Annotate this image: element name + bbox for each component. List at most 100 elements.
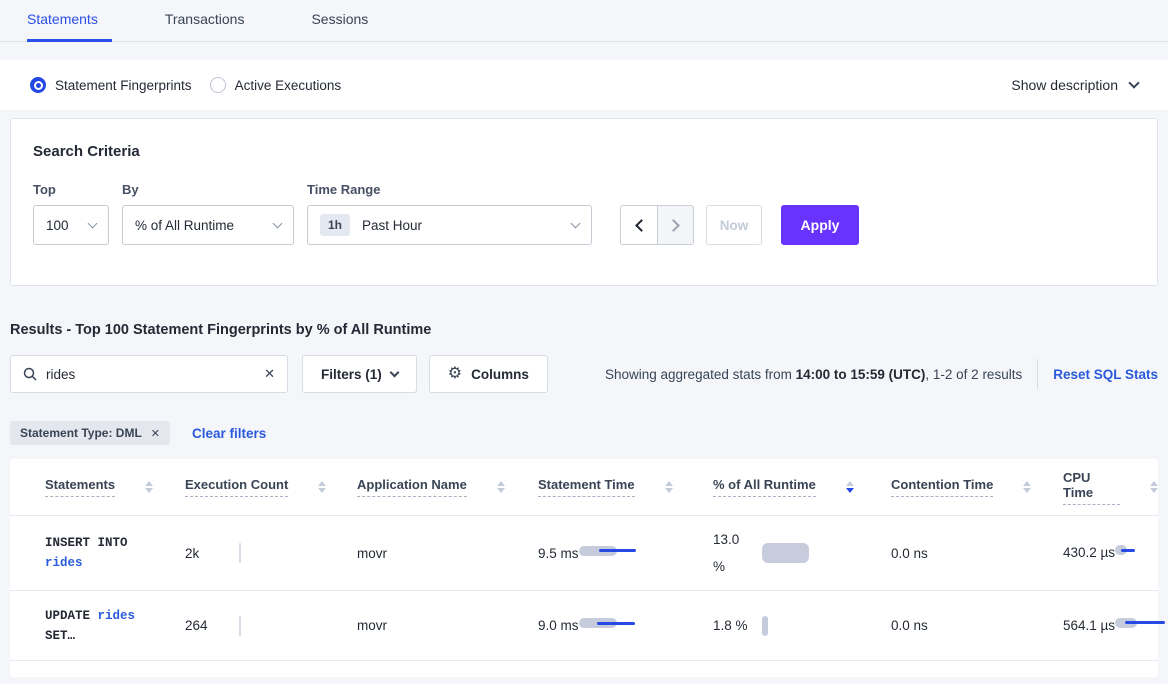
clear-filters-link[interactable]: Clear filters [192, 425, 267, 441]
next-time-button[interactable] [657, 206, 693, 244]
application-name-cell: movr [357, 618, 387, 633]
statements-table: Statements Execution Count Application Nam… [10, 459, 1166, 677]
statement-time-value: 9.0 ms [538, 618, 579, 633]
show-description-toggle[interactable]: Show description [1011, 77, 1140, 93]
execution-count-cell: 264 [185, 615, 357, 636]
time-step-buttons [620, 205, 694, 245]
table-header: Statements Execution Count Application Nam… [10, 459, 1158, 516]
execution-count-bar [239, 543, 241, 563]
column-header-contention-time[interactable]: Contention Time [891, 477, 1063, 497]
clear-search-icon[interactable]: ✕ [264, 366, 275, 381]
chevron-down-icon [570, 218, 581, 228]
sort-arrows-icon [496, 481, 505, 493]
statement-time-value: 9.5 ms [538, 545, 579, 561]
chevron-right-icon [667, 218, 680, 232]
tab-bar: Statements Transactions Sessions [0, 0, 1168, 42]
time-range-select[interactable]: 1h Past Hour [307, 205, 592, 245]
statement-link[interactable]: rides [97, 608, 136, 623]
time-range-value: Past Hour [362, 217, 423, 233]
sort-arrows-icon [1023, 481, 1032, 493]
search-input[interactable] [46, 366, 256, 382]
sort-arrows-icon [664, 481, 673, 493]
pct-runtime-cell: 13.0 % [713, 526, 891, 580]
column-header--of-all-runtime[interactable]: % of All Runtime [713, 477, 891, 497]
results-heading: Results - Top 100 Statement Fingerprints… [10, 322, 432, 338]
contention-time-cell: 0.0 ns [891, 545, 928, 561]
statement-prefix: INSERT INTO [45, 536, 128, 550]
previous-time-button[interactable] [621, 206, 657, 244]
tab-transactions[interactable]: Transactions [164, 11, 245, 27]
radio-unselected-icon [209, 77, 226, 93]
chevron-down-icon [272, 218, 283, 228]
radio-statement-fingerprints[interactable]: Statement Fingerprints [30, 77, 192, 93]
column-label: Execution Count [185, 477, 289, 497]
statement-link[interactable]: rides [45, 556, 83, 570]
reset-sql-stats-link[interactable]: Reset SQL Stats [1053, 366, 1158, 382]
search-box: ✕ [10, 355, 288, 393]
column-label: CPU Time [1063, 470, 1120, 505]
chevron-down-icon [87, 218, 98, 228]
execution-count-value: 2k [185, 545, 200, 561]
pct-runtime-bar [762, 615, 768, 636]
execution-count-value: 264 [185, 618, 208, 633]
column-header-statements[interactable]: Statements [45, 477, 185, 497]
radio-label: Active Executions [234, 77, 342, 93]
statement-time-cell: 9.0 ms [538, 618, 713, 633]
view-toggle-bar: Statement Fingerprints Active Executions… [0, 60, 1168, 110]
cpu-time-cell: 430.2 µs [1063, 540, 1158, 566]
sort-arrows-icon [1150, 481, 1158, 493]
radio-selected-icon [30, 77, 46, 93]
pct-runtime-cell: 1.8 % [713, 612, 891, 639]
tab-sessions[interactable]: Sessions [311, 11, 369, 27]
table-row: INSERT INTO rides 2k movr 9.5 ms 13.0 % 0.0 n… [10, 516, 1158, 591]
top-label: Top [33, 182, 56, 197]
aggregated-stats-text: Showing aggregated stats from 14:00 to 1… [605, 366, 1023, 382]
apply-button[interactable]: Apply [781, 205, 859, 245]
search-icon [23, 367, 37, 381]
statement-cell: INSERT INTO rides [45, 533, 167, 573]
statement-suffix: SET… [45, 628, 76, 643]
statement-time-cell: 9.5 ms [538, 545, 713, 561]
column-header-application-name[interactable]: Application Name [357, 477, 538, 497]
columns-button[interactable]: ⚙ Columns [428, 355, 548, 393]
filter-pill-statement-type[interactable]: Statement Type: DML ✕ [10, 421, 171, 445]
execution-count-bar [239, 615, 241, 636]
pct-runtime-bar [762, 543, 809, 563]
filter-pill-label: Statement Type: DML [20, 426, 142, 440]
column-label: Statements [45, 477, 116, 497]
now-button[interactable]: Now [706, 205, 762, 245]
by-select[interactable]: % of All Runtime [122, 205, 294, 245]
show-description-label: Show description [1011, 77, 1118, 93]
radio-active-executions[interactable]: Active Executions [209, 77, 342, 93]
chevron-down-icon [1128, 77, 1140, 89]
cpu-time-value: 430.2 µs [1063, 545, 1116, 560]
tab-statements[interactable]: Statements [27, 11, 112, 42]
time-range-label: Time Range [307, 182, 381, 197]
radio-label: Statement Fingerprints [55, 77, 192, 93]
cpu-time-cell: 564.1 µs [1063, 613, 1166, 639]
chevron-left-icon [634, 218, 648, 232]
cpu-time-value: 564.1 µs [1063, 617, 1116, 633]
column-header-statement-time[interactable]: Statement Time [538, 477, 713, 497]
sort-arrows-icon [845, 481, 854, 493]
table-body: INSERT INTO rides 2k movr 9.5 ms 13.0 % 0.0 n… [10, 516, 1166, 661]
column-header-cpu-time[interactable]: CPU Time [1063, 470, 1158, 505]
time-range-badge: 1h [320, 214, 351, 236]
chevron-down-icon [389, 367, 400, 377]
table-row: UPDATE rides SET… 264 movr 9.0 ms 1.8 % 0.0 n… [10, 591, 1166, 661]
remove-filter-icon[interactable]: ✕ [150, 427, 161, 440]
sort-arrows-icon [318, 481, 327, 493]
column-header-execution-count[interactable]: Execution Count [185, 477, 357, 497]
statement-prefix: UPDATE [45, 608, 98, 623]
application-name-cell: movr [357, 545, 387, 561]
contention-time-cell: 0.0 ns [891, 618, 928, 633]
top-value: 100 [46, 217, 69, 233]
sort-arrows-icon [145, 481, 154, 493]
top-select[interactable]: 100 [33, 205, 109, 245]
filters-button[interactable]: Filters (1) [302, 355, 417, 393]
gear-icon: ⚙ [447, 365, 463, 382]
vertical-divider [1037, 359, 1039, 389]
pct-runtime-value: 1.8 % [713, 618, 748, 633]
filters-label: Filters (1) [321, 366, 382, 382]
